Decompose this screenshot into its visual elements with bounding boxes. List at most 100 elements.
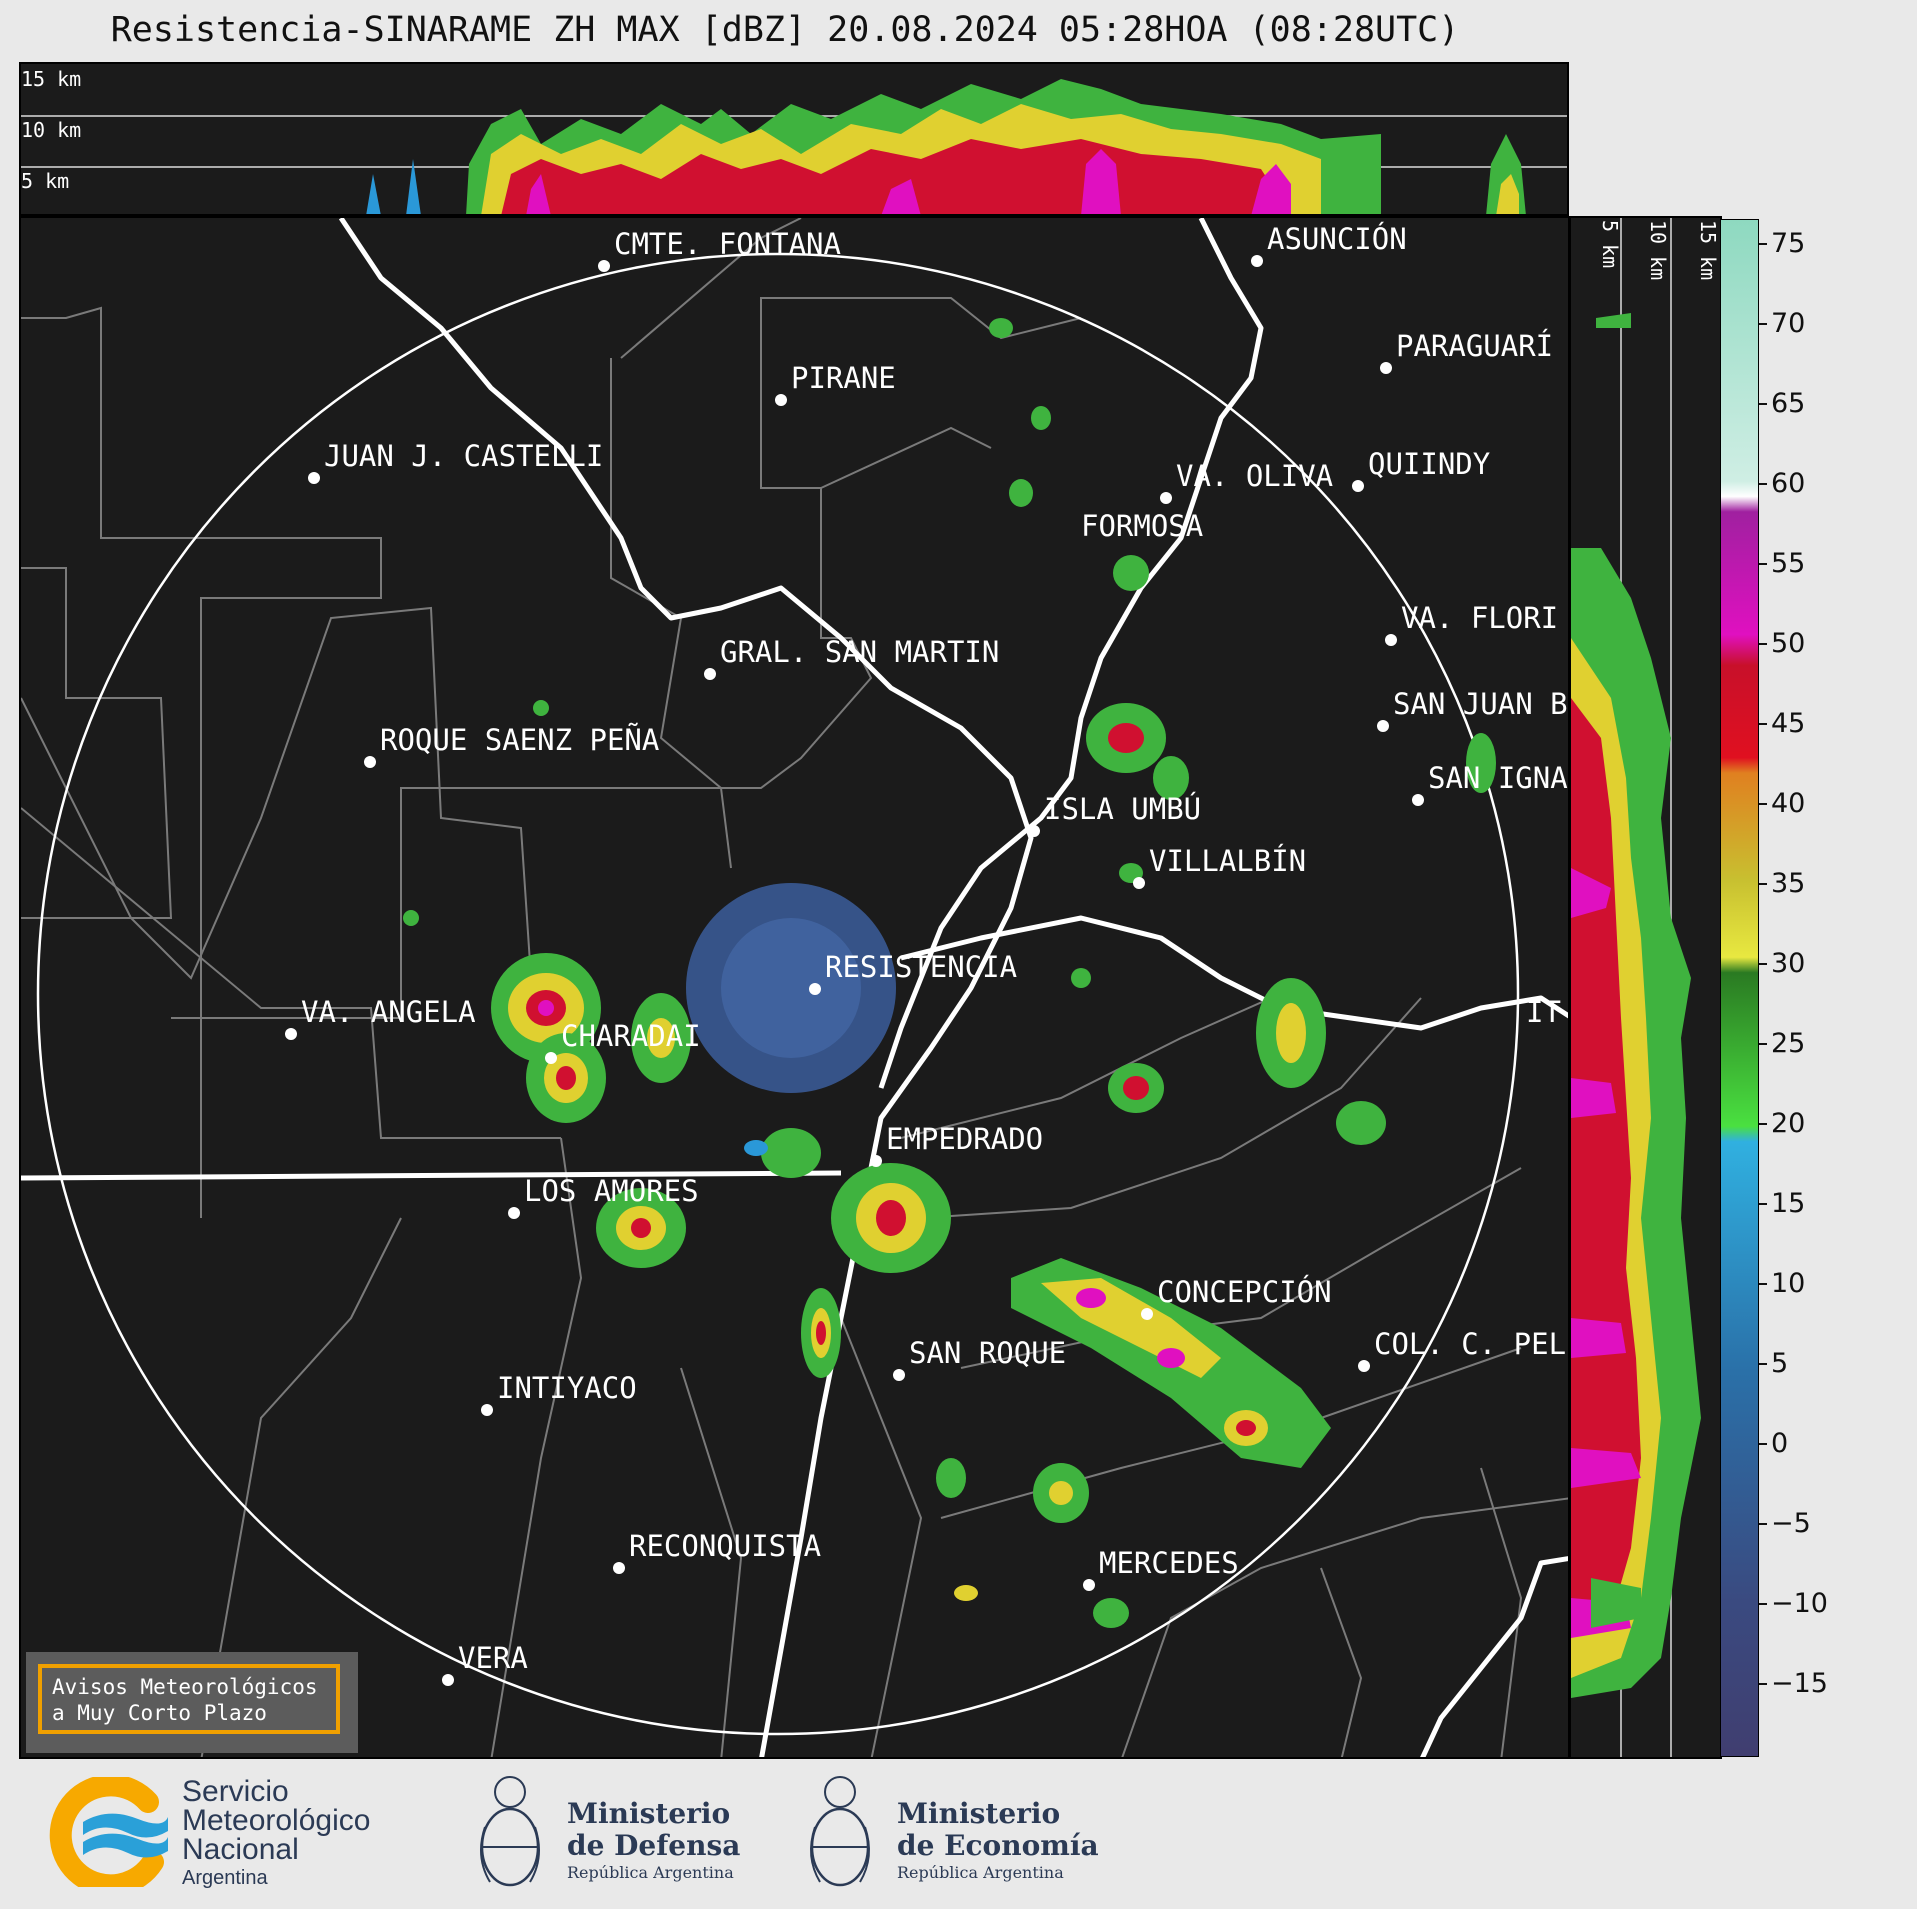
city-dot-reconquista	[613, 1562, 625, 1574]
admin-borders	[21, 218, 1568, 1757]
city-label-col-c-pel: COL. C. PEL	[1374, 1327, 1566, 1361]
city-label-cmte-fontana: CMTE. FONTANA	[614, 227, 841, 261]
cb-tick-75: 75	[1771, 228, 1806, 259]
coat-of-arms-icon	[480, 1776, 540, 1887]
cb-tick-15: 15	[1771, 1188, 1806, 1219]
city-label-villalbin: VILLALBÍN	[1149, 844, 1306, 878]
city-dot-empedrado	[870, 1155, 882, 1167]
side-strip-graphic: 5 km 10 km 15 km	[1571, 218, 1720, 1757]
cb-tick-10: 10	[1771, 1268, 1806, 1299]
city-label-san-juan-b: SAN JUAN B	[1393, 687, 1568, 721]
top-strip-graphic: 15 km 10 km 5 km	[21, 67, 1567, 214]
city-label-concepcion: CONCEPCIÓN	[1157, 1275, 1332, 1309]
city-dot-va-oliva	[1160, 492, 1172, 504]
city-label-va-flori: VA. FLORI	[1401, 601, 1558, 635]
dbz-colorbar	[1720, 219, 1759, 1757]
city-label-quiindy: QUIINDY	[1368, 447, 1490, 481]
top-strip-echoes	[366, 79, 1526, 214]
cb-tick-minus10: −10	[1771, 1588, 1828, 1619]
city-dot-san-igna	[1412, 794, 1424, 806]
city-label-paraguari: PARAGUARÍ	[1396, 329, 1553, 363]
city-dot-los-amores	[508, 1207, 520, 1219]
coat-of-arms-icon-2	[810, 1776, 870, 1887]
economia-line3: República Argentina	[897, 1863, 1064, 1882]
city-label-intiyaco: INTIYACO	[497, 1371, 637, 1405]
cb-tick-minus5: −5	[1771, 1508, 1811, 1539]
top-height-strip: 15 km 10 km 5 km	[19, 62, 1569, 216]
city-label-charadai: CHARADAI	[561, 1019, 701, 1053]
side-label-10km: 10 km	[1646, 220, 1670, 280]
cb-tick-25: 25	[1771, 1028, 1806, 1059]
cb-tick-30: 30	[1771, 948, 1806, 979]
city-label-pirane: PIRANE	[791, 361, 896, 395]
city-dot-col-c-pel	[1358, 1360, 1370, 1372]
city-label-mercedes: MERCEDES	[1099, 1546, 1239, 1580]
city-label-san-roque: SAN ROQUE	[909, 1336, 1066, 1370]
city-dot-san-roque	[893, 1369, 905, 1381]
smn-line3: Nacional	[182, 1833, 299, 1866]
smn-line4: Argentina	[182, 1867, 268, 1889]
top-label-5km: 5 km	[21, 169, 69, 193]
cb-tick-60: 60	[1771, 468, 1806, 499]
city-dot-paraguari	[1380, 362, 1392, 374]
warning-box[interactable]: Avisos Meteorológicos a Muy Corto Plazo	[26, 1652, 358, 1753]
city-label-juan-j-castelli: JUAN J. CASTELLI	[324, 439, 603, 473]
warning-box-frame: Avisos Meteorológicos a Muy Corto Plazo	[38, 1664, 340, 1734]
side-height-strip: 5 km 10 km 15 km	[1569, 216, 1722, 1759]
cb-tick-40: 40	[1771, 788, 1806, 819]
warning-line-2: a Muy Corto Plazo	[52, 1701, 267, 1725]
smn-logo-icon	[49, 1777, 168, 1887]
cb-tick-70: 70	[1771, 308, 1806, 339]
city-label-va-angela: VA. ANGELA	[301, 995, 476, 1029]
side-label-5km: 5 km	[1598, 220, 1622, 268]
city-dot-cmte-fontana	[598, 260, 610, 272]
city-markers: CMTE. FONTANA ASUNCIÓN PARAGUARÍ PIRANE …	[285, 222, 1568, 1686]
cb-tick-20: 20	[1771, 1108, 1806, 1139]
city-dot-asuncion	[1251, 255, 1263, 267]
city-dot-mercedes	[1083, 1579, 1095, 1591]
map-graphic: CMTE. FONTANA ASUNCIÓN PARAGUARÍ PIRANE …	[21, 218, 1568, 1757]
cb-tick-45: 45	[1771, 708, 1806, 739]
city-dot-isla-umbu	[1028, 825, 1040, 837]
city-label-los-amores: LOS AMORES	[524, 1174, 699, 1208]
economia-line1: Ministerio	[897, 1797, 1061, 1830]
city-label-san-igna: SAN IGNA	[1428, 761, 1568, 795]
smn-line1: Servicio	[182, 1775, 289, 1808]
city-dot-concepcion	[1141, 1308, 1153, 1320]
smn-line2: Meteorológico	[182, 1804, 371, 1837]
warning-line-1: Avisos Meteorológicos	[52, 1675, 318, 1699]
footer-logos: Servicio Meteorológico Nacional Argentin…	[0, 1759, 1917, 1909]
city-dot-quiindy	[1352, 480, 1364, 492]
range-ring	[36, 252, 1520, 1736]
cb-tick-50: 50	[1771, 628, 1806, 659]
defensa-line3: República Argentina	[567, 1863, 734, 1882]
city-label-gral-san-martin: GRAL. SAN MARTIN	[720, 635, 999, 669]
city-dot-roque-saenz-pena	[364, 756, 376, 768]
city-dot-villalbin	[1133, 877, 1145, 889]
side-label-15km: 15 km	[1696, 220, 1720, 280]
cb-tick-65: 65	[1771, 388, 1806, 419]
city-dot-intiyaco	[481, 1404, 493, 1416]
cb-tick-35: 35	[1771, 868, 1806, 899]
radar-map[interactable]: CMTE. FONTANA ASUNCIÓN PARAGUARÍ PIRANE …	[19, 216, 1570, 1759]
city-label-empedrado: EMPEDRADO	[886, 1122, 1043, 1156]
city-label-it: IT	[1526, 995, 1561, 1029]
top-label-15km: 15 km	[21, 67, 81, 91]
city-dot-san-juan-b	[1377, 720, 1389, 732]
side-strip-echoes	[1571, 313, 1701, 1698]
defensa-line1: Ministerio	[567, 1797, 731, 1830]
city-label-vera: VERA	[458, 1641, 528, 1675]
cb-tick-0: 0	[1771, 1428, 1789, 1459]
city-dot-va-flori	[1385, 634, 1397, 646]
top-label-10km: 10 km	[21, 118, 81, 142]
storm-cells	[403, 318, 1496, 1628]
economia-line2: de Economía	[897, 1829, 1099, 1862]
city-label-roque-saenz-pena: ROQUE SAENZ PEÑA	[380, 723, 659, 757]
city-label-asuncion: ASUNCIÓN	[1267, 222, 1407, 256]
city-label-resistencia: RESISTENCIA	[825, 950, 1017, 984]
colorbar-graphic	[1721, 220, 1758, 1756]
city-label-formosa: FORMOSA	[1081, 509, 1203, 543]
city-dot-charadai	[545, 1052, 557, 1064]
map-title: Resistencia-SINARAME ZH MAX [dBZ] 20.08.…	[110, 10, 1460, 50]
city-dot-vera	[442, 1674, 454, 1686]
